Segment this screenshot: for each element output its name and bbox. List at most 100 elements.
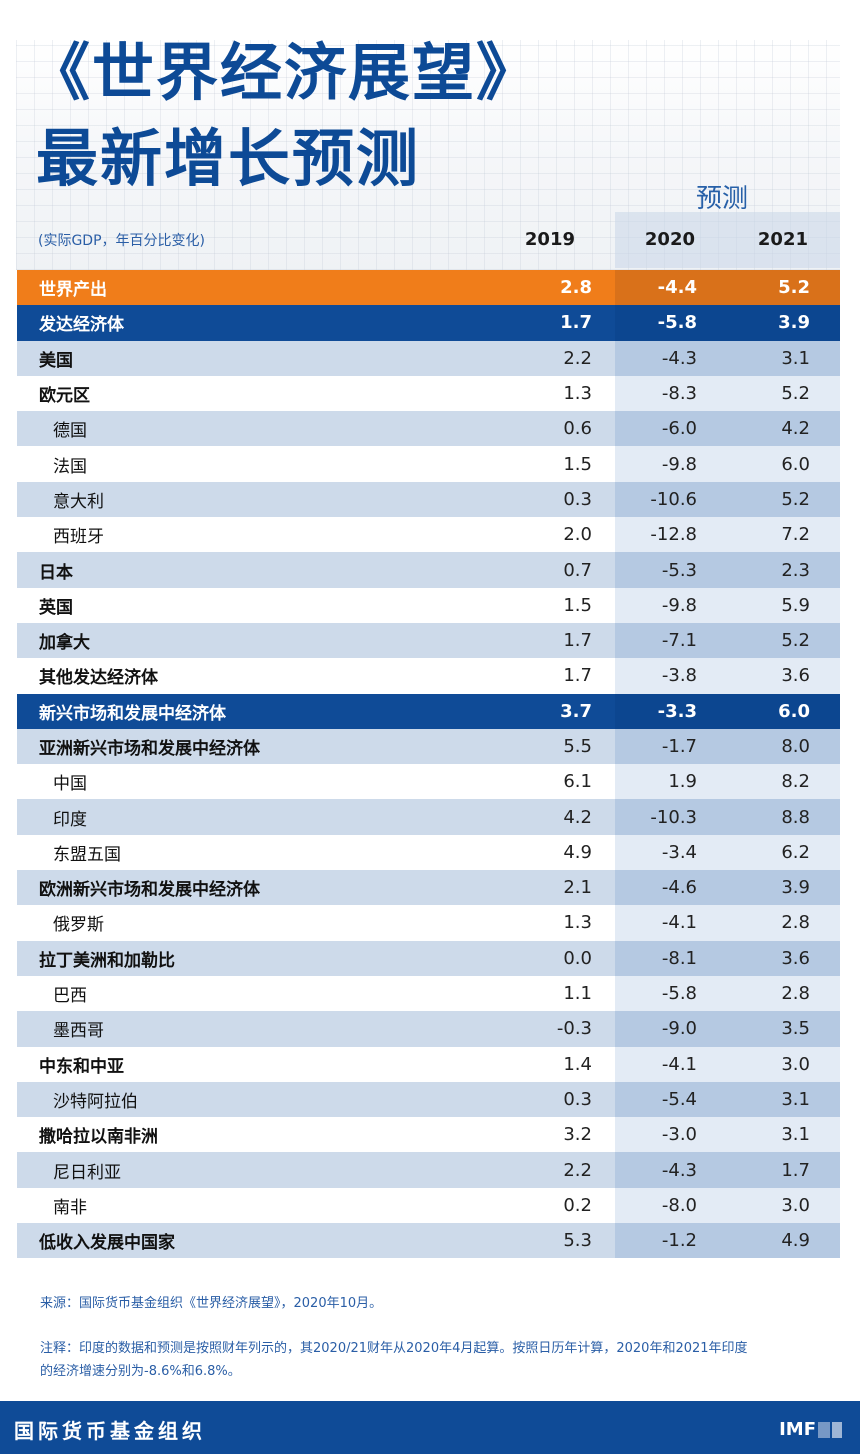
blurred-logo-icon (818, 1421, 830, 1438)
value-2020: -12.8 (650, 524, 697, 546)
value-2019: 3.7 (560, 700, 592, 722)
value-2020: -10.3 (650, 806, 697, 828)
value-2020: -4.3 (661, 347, 697, 369)
region-name: 印度 (53, 809, 87, 830)
table-row: 拉丁美洲和加勒比 0.0 -8.1 3.6 (17, 940, 840, 976)
value-2021: 3.0 (781, 1053, 810, 1075)
table-row: 墨西哥 -0.3 -9.0 3.5 (17, 1011, 840, 1047)
forecast-column-shade (615, 799, 840, 835)
value-2019: 4.9 (563, 841, 592, 863)
forecast-column-shade (615, 940, 840, 976)
forecast-column-shade (615, 446, 840, 482)
value-2019: 1.7 (563, 630, 592, 652)
value-2019: 0.7 (563, 559, 592, 581)
table-row: 日本 0.7 -5.3 2.3 (17, 552, 840, 588)
value-2021: 3.9 (778, 312, 810, 334)
table-row: 法国 1.5 -9.8 6.0 (17, 446, 840, 482)
table-row: 东盟五国 4.9 -3.4 6.2 (17, 834, 840, 871)
forecast-column-shade (615, 1081, 840, 1118)
region-name: 欧元区 (39, 386, 90, 407)
table-row: 英国 1.5 -9.8 5.9 (17, 587, 840, 623)
value-2020: -9.8 (661, 594, 697, 616)
value-2020: -9.8 (661, 453, 697, 475)
region-name: 英国 (39, 597, 73, 618)
table-row: 印度 4.2 -10.3 8.8 (17, 799, 840, 835)
forecast-column-shade (615, 1046, 840, 1082)
forecast-column-shade (615, 1011, 840, 1047)
region-name: 德国 (53, 421, 87, 442)
forecast-column-shade (615, 411, 840, 447)
value-2020: -4.1 (661, 1053, 697, 1075)
table-row: 发达经济体 1.7 -5.8 3.9 (17, 305, 840, 341)
value-2019: 0.2 (563, 1194, 592, 1216)
value-2020: -8.0 (661, 1194, 697, 1216)
table-row: 加拿大 1.7 -7.1 5.2 (17, 622, 840, 659)
value-2021: 5.2 (781, 488, 810, 510)
value-2021: 8.2 (781, 771, 810, 793)
value-2020: -4.3 (661, 1159, 697, 1181)
imf-logo: IMF (779, 1419, 842, 1440)
value-2021: 2.8 (781, 983, 810, 1005)
source-note: 来源：国际货币基金组织《世界经济展望》，2020年10月。 (40, 1296, 383, 1311)
value-2020: -3.0 (661, 1124, 697, 1146)
forecast-column-shade (615, 622, 840, 659)
region-name: 意大利 (53, 491, 104, 512)
value-2020: -5.4 (661, 1088, 697, 1110)
value-2021: 2.8 (781, 912, 810, 934)
value-2020: -6.0 (661, 418, 697, 440)
value-2021: 3.6 (781, 947, 810, 969)
value-2020: -1.2 (661, 1230, 697, 1252)
value-2019: 3.2 (563, 1124, 592, 1146)
value-2021: 7.2 (781, 524, 810, 546)
value-2019: 4.2 (563, 806, 592, 828)
value-2021: 2.3 (781, 559, 810, 581)
region-name: 巴西 (53, 986, 87, 1007)
table-row: 低收入发展中国家 5.3 -1.2 4.9 (17, 1223, 840, 1259)
value-2019: 2.1 (563, 877, 592, 899)
forecast-column-shade (615, 975, 840, 1012)
region-name: 南非 (53, 1197, 87, 1218)
table-row: 尼日利亚 2.2 -4.3 1.7 (17, 1152, 840, 1188)
table-row: 欧元区 1.3 -8.3 5.2 (17, 375, 840, 412)
growth-table: 世界产出 2.8 -4.4 5.2 发达经济体 1.7 -5.8 3.9 美国 2.2 -4.3 3.… (17, 270, 840, 1259)
page-title-line1: 《世界经济展望》 (28, 36, 541, 109)
forecast-column-shade (615, 870, 840, 906)
imf-logo-text: IMF (779, 1419, 816, 1440)
value-2021: 3.9 (781, 877, 810, 899)
region-name: 西班牙 (53, 527, 104, 548)
value-2019: 6.1 (563, 771, 592, 793)
table-row: 其他发达经济体 1.7 -3.8 3.6 (17, 658, 840, 694)
value-2021: 5.2 (781, 630, 810, 652)
value-2020: -3.8 (661, 665, 697, 687)
table-row: 亚洲新兴市场和发展中经济体 5.5 -1.7 8.0 (17, 728, 840, 765)
region-name: 亚洲新兴市场和发展中经济体 (39, 739, 260, 759)
value-2020: -10.6 (650, 488, 697, 510)
value-2019: 2.8 (560, 277, 592, 299)
value-2021: 8.8 (781, 806, 810, 828)
value-2020: 1.9 (668, 771, 697, 793)
value-2021: 1.7 (781, 1159, 810, 1181)
value-2019: 1.5 (563, 453, 592, 475)
forecast-column-shade (615, 1117, 840, 1153)
value-2019: 0.0 (563, 947, 592, 969)
region-name: 尼日利亚 (53, 1162, 121, 1183)
table-row: 新兴市场和发展中经济体 3.7 -3.3 6.0 (17, 693, 840, 729)
region-name: 俄罗斯 (53, 915, 104, 936)
value-2020: -1.7 (661, 736, 697, 757)
value-2021: 3.5 (781, 1018, 810, 1040)
value-2019: 1.5 (563, 594, 592, 616)
value-2021: 6.0 (778, 700, 810, 722)
forecast-column-shade (615, 552, 840, 588)
forecast-header-band (615, 212, 840, 268)
value-2021: 3.1 (781, 347, 810, 369)
forecast-column-shade (615, 517, 840, 553)
table-row: 中国 6.1 1.9 8.2 (17, 764, 840, 800)
footer-bar: 国际货币基金组织 IMF (0, 1401, 860, 1454)
value-2019: 5.3 (563, 1230, 592, 1252)
value-2019: 2.0 (563, 524, 592, 546)
forecast-column-shade (615, 1223, 840, 1259)
table-row: 欧洲新兴市场和发展中经济体 2.1 -4.6 3.9 (17, 870, 840, 906)
region-name: 新兴市场和发展中经济体 (39, 703, 226, 724)
footer-org-name: 国际货币基金组织 (14, 1419, 206, 1443)
forecast-column-shade (615, 587, 840, 623)
